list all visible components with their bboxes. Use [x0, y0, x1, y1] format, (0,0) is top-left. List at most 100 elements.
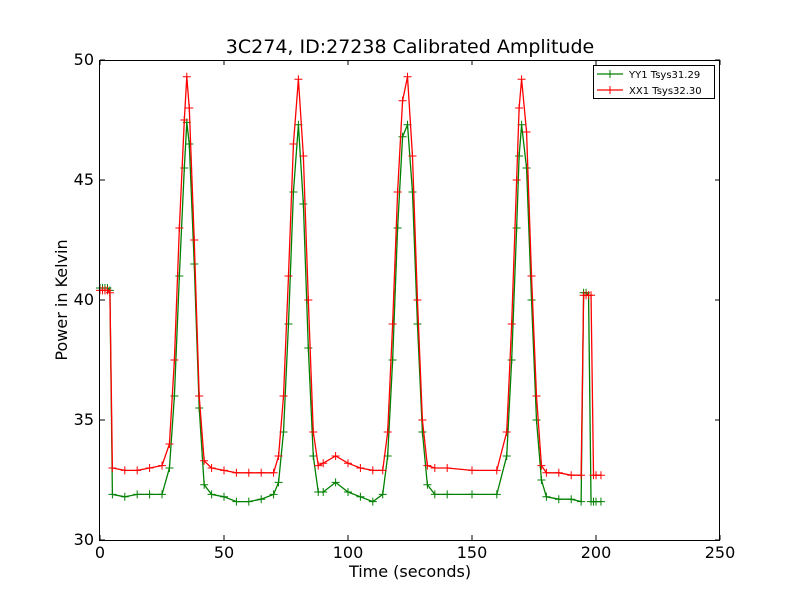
data-point — [512, 176, 521, 184]
data-point — [299, 200, 308, 208]
data-point — [279, 392, 288, 400]
data-point — [430, 464, 439, 472]
data-point — [158, 461, 166, 470]
data-point — [165, 464, 174, 472]
data-point — [356, 464, 365, 472]
y-tick-label: 30 — [74, 530, 94, 549]
y-tick-label: 40 — [74, 290, 94, 309]
data-point — [269, 490, 278, 499]
data-point — [468, 466, 476, 475]
data-point — [244, 468, 253, 477]
legend-label: YY1 Tsys31.29 — [628, 70, 700, 81]
data-point — [284, 272, 293, 280]
data-point — [596, 471, 605, 480]
y-tick-label: 45 — [74, 170, 94, 189]
data-point — [319, 459, 328, 468]
series-line — [100, 76, 601, 476]
data-point — [165, 440, 174, 448]
data-point — [195, 392, 204, 400]
data-point — [408, 152, 417, 160]
data-point — [507, 320, 516, 328]
data-point — [430, 490, 439, 499]
data-point — [299, 152, 308, 160]
data-point — [289, 188, 298, 196]
ticks-layer: 0 50 100 150 200 250 30 35 40 45 50 — [74, 50, 736, 562]
data-point — [120, 492, 129, 501]
data-point — [567, 495, 576, 504]
data-point — [314, 461, 323, 470]
data-point — [120, 466, 129, 475]
data-point — [331, 452, 340, 460]
x-tick-label: 200 — [581, 543, 612, 562]
legend-label: XX1 Tsys32.30 — [629, 86, 702, 97]
data-point — [537, 476, 546, 484]
data-point — [190, 236, 199, 244]
data-point — [378, 466, 387, 475]
data-point — [105, 288, 114, 297]
data-point — [554, 468, 563, 477]
data-point — [542, 468, 551, 477]
series-layer — [96, 72, 605, 506]
data-point — [331, 478, 340, 487]
data-point — [158, 490, 166, 499]
data-point — [309, 452, 318, 460]
data-point — [577, 471, 586, 480]
data-point — [108, 464, 117, 472]
data-point — [537, 461, 546, 470]
data-point — [413, 296, 422, 304]
y-tick-label: 50 — [74, 50, 94, 69]
data-point — [492, 466, 501, 475]
x-tick-label: 150 — [457, 543, 488, 562]
plot-frame — [99, 60, 720, 541]
data-point — [368, 466, 377, 475]
data-point — [507, 356, 516, 364]
data-point — [304, 296, 313, 304]
chart-title: 3C274, ID:27238 Calibrated Amplitude — [226, 36, 594, 58]
data-point — [567, 471, 576, 480]
data-point — [554, 495, 563, 504]
data-point — [398, 96, 407, 105]
data-point — [220, 466, 228, 475]
data-point — [309, 428, 318, 436]
series-line — [100, 122, 601, 503]
data-point — [175, 272, 184, 280]
legend-marker — [606, 86, 614, 94]
data-point — [418, 428, 427, 436]
data-point — [182, 72, 191, 81]
data-point — [522, 164, 531, 172]
x-tick-label: 0 — [95, 543, 105, 562]
data-point — [195, 404, 204, 412]
legend-entry-0: YY1 Tsys31.29 — [597, 70, 700, 81]
x-tick-label: 50 — [214, 543, 234, 562]
data-point — [532, 392, 541, 400]
data-point — [515, 104, 524, 112]
data-point — [418, 416, 427, 424]
data-point — [257, 495, 266, 504]
data-point — [408, 188, 417, 196]
data-point — [492, 490, 501, 499]
data-point — [443, 490, 452, 499]
data-point — [190, 260, 199, 268]
data-point — [207, 464, 216, 472]
data-point — [587, 291, 596, 300]
data-point — [388, 356, 397, 364]
data-point — [383, 428, 392, 436]
data-point — [378, 490, 387, 499]
data-point — [522, 128, 531, 136]
data-point — [207, 490, 216, 499]
data-point — [200, 456, 209, 465]
y-tick-label: 35 — [74, 410, 94, 429]
data-point — [232, 468, 241, 477]
x-tick-label: 250 — [705, 543, 736, 562]
data-point — [133, 466, 142, 475]
data-point — [170, 356, 179, 364]
data-point — [185, 140, 194, 148]
data-point — [145, 490, 154, 499]
x-tick-label: 100 — [333, 543, 364, 562]
data-point — [542, 492, 551, 501]
data-point — [145, 464, 154, 472]
data-point — [274, 478, 283, 487]
data-point — [413, 320, 422, 328]
data-point — [344, 459, 352, 468]
